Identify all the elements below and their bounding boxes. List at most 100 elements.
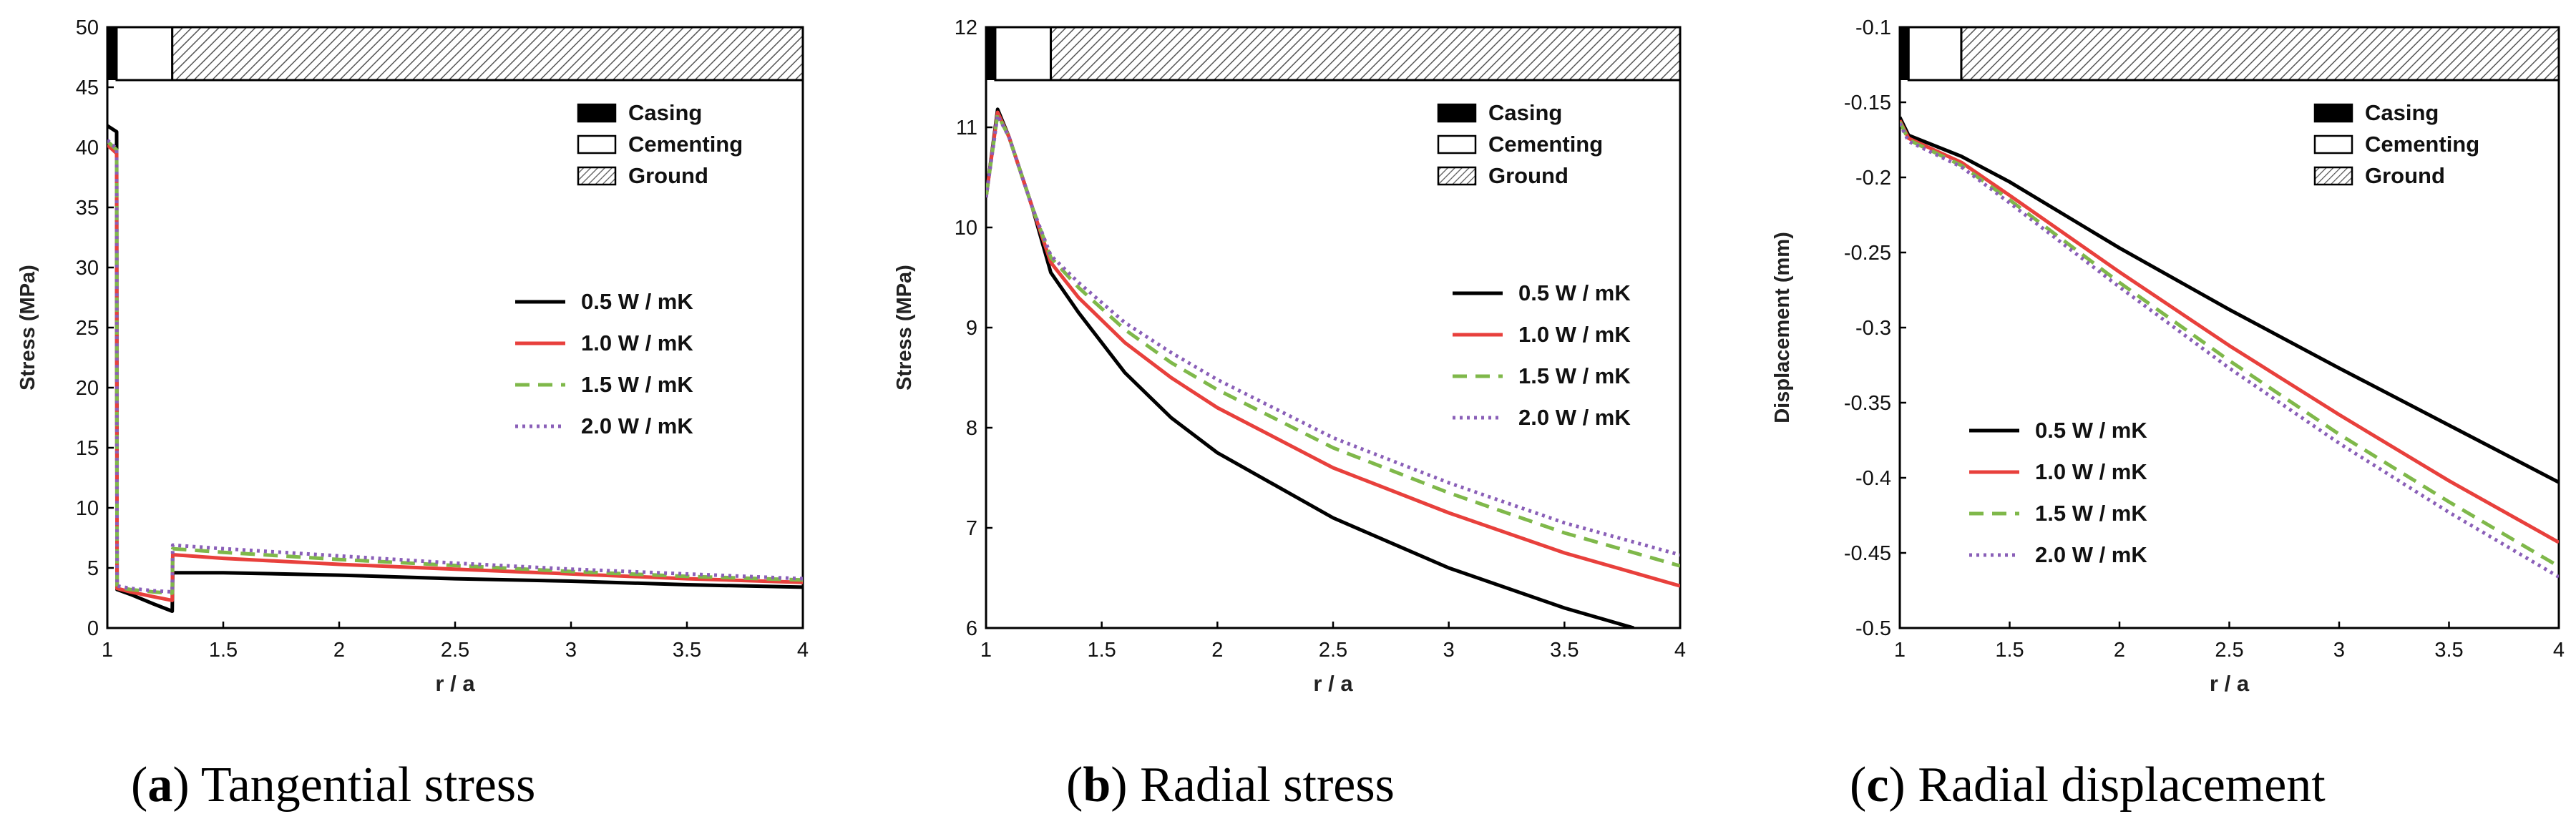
y-tick-label: -0.3 bbox=[1855, 317, 1891, 340]
material-legend-label: Cementing bbox=[1488, 132, 1603, 157]
material-legend-swatch-casing bbox=[2313, 103, 2353, 123]
y-tick-label: -0.2 bbox=[1855, 167, 1891, 190]
y-tick-label: 6 bbox=[966, 617, 977, 640]
y-tick-label: 35 bbox=[76, 197, 99, 220]
series-legend-label: 1.0 W / mK bbox=[1518, 322, 1631, 347]
material-legend-swatch-casing bbox=[577, 103, 617, 123]
y-tick-label: 12 bbox=[955, 16, 977, 39]
x-tick-label: 2 bbox=[333, 639, 345, 662]
x-tick-label: 1.5 bbox=[1088, 639, 1116, 662]
material-band-ground bbox=[1050, 26, 1682, 82]
caption-b-letter: b bbox=[1083, 757, 1111, 813]
caption-b: (b) Radial stress bbox=[1066, 757, 1395, 813]
y-tick-label: -0.5 bbox=[1855, 617, 1891, 640]
y-tick-label: -0.25 bbox=[1844, 242, 1891, 265]
y-tick-label: -0.15 bbox=[1844, 92, 1891, 114]
x-tick-label: 1 bbox=[102, 639, 113, 662]
material-legend-swatch-cementing bbox=[2313, 134, 2353, 154]
series-legend-label: 1.5 W / mK bbox=[581, 372, 693, 397]
material-legend-label: Casing bbox=[628, 100, 702, 125]
y-tick-label: 9 bbox=[966, 317, 977, 340]
y-tick-label: 40 bbox=[76, 137, 99, 160]
y-tick-label: -0.45 bbox=[1844, 542, 1891, 565]
x-tick-label: 4 bbox=[1674, 639, 1686, 662]
material-legend-label: Cementing bbox=[2365, 132, 2479, 157]
series-legend-label: 2.0 W / mK bbox=[581, 413, 693, 438]
material-band-casing bbox=[107, 27, 117, 80]
series-legend-label: 2.0 W / mK bbox=[2035, 542, 2147, 567]
material-legend-label: Cementing bbox=[628, 132, 743, 157]
y-tick-label: 7 bbox=[966, 517, 977, 540]
series-legend-label: 0.5 W / mK bbox=[581, 289, 693, 314]
x-axis-label: r / a bbox=[2210, 671, 2250, 696]
y-tick-label: -0.35 bbox=[1844, 392, 1891, 415]
material-band-casing bbox=[986, 27, 995, 80]
material-legend-label: Casing bbox=[2365, 100, 2439, 125]
x-tick-label: 1 bbox=[1894, 639, 1906, 662]
y-tick-label: 25 bbox=[76, 317, 99, 340]
series-line-2-0 bbox=[986, 113, 1680, 557]
x-tick-label: 3 bbox=[1443, 639, 1455, 662]
caption-a-text: Tangential stress bbox=[201, 757, 535, 813]
x-axis-label: r / a bbox=[1313, 671, 1353, 696]
material-legend-swatch-cementing bbox=[1437, 134, 1477, 154]
series-line-0-5 bbox=[1900, 116, 2559, 484]
x-tick-label: 3 bbox=[565, 639, 577, 662]
series-line-1-0 bbox=[986, 110, 1680, 588]
material-band-cementing bbox=[1907, 26, 1963, 82]
chart-tangential-stress: 0 5 10 15 20 25 30 35 40 45 50 1 1.5 2 2.5 3 3.5 4 r / a St… bbox=[16, 16, 809, 696]
x-tick-label: 2 bbox=[2114, 639, 2125, 662]
series-line-1-5 bbox=[1900, 121, 2559, 569]
x-tick-label: 3 bbox=[2333, 639, 2345, 662]
x-tick-label: 1.5 bbox=[209, 639, 238, 662]
caption-c-text: Radial displacement bbox=[1918, 757, 2326, 813]
y-axis-label: Stress (MPa) bbox=[16, 265, 39, 391]
material-legend-label: Ground bbox=[1488, 163, 1568, 188]
x-tick-label: 2.5 bbox=[1319, 639, 1347, 662]
x-tick-label: 3.5 bbox=[2434, 639, 2463, 662]
series-line-1-5 bbox=[107, 139, 803, 595]
x-axis-label: r / a bbox=[435, 671, 475, 696]
y-tick-label: 8 bbox=[966, 417, 977, 440]
caption-c: (c) Radial displacement bbox=[1850, 757, 2326, 813]
y-tick-label: 0 bbox=[87, 617, 99, 640]
material-legend-swatch-ground bbox=[2313, 166, 2353, 186]
material-legend-swatch-casing bbox=[1437, 103, 1477, 123]
y-tick-label: 15 bbox=[76, 437, 99, 460]
material-legend-label: Ground bbox=[2365, 163, 2445, 188]
x-tick-label: 4 bbox=[797, 639, 809, 662]
chart-radial-stress: 6 7 8 9 10 11 12 1 1.5 2 2.5 3 3.5 4 r / a Stress (MPa)… bbox=[893, 16, 1686, 696]
caption-a: (a) Tangential stress bbox=[131, 757, 535, 813]
material-legend-label: Ground bbox=[628, 163, 708, 188]
material-band-cementing bbox=[115, 26, 174, 82]
x-tick-label: 1.5 bbox=[1995, 639, 2024, 662]
y-tick-label: 30 bbox=[76, 257, 99, 280]
material-band-ground bbox=[171, 26, 804, 82]
material-band-ground bbox=[1960, 26, 2560, 82]
chart-radial-displacement: -0.5 -0.45 -0.4 -0.35 -0.3 -0.25 -0.2 -0.15 -0.1… bbox=[1771, 16, 2565, 696]
x-tick-label: 3.5 bbox=[673, 639, 701, 662]
series-line-1-0 bbox=[1900, 119, 2559, 544]
series-legend-label: 1.0 W / mK bbox=[2035, 459, 2147, 484]
series-legend-label: 1.5 W / mK bbox=[2035, 501, 2147, 526]
series-line-0-5 bbox=[107, 124, 803, 613]
y-tick-label: 45 bbox=[76, 77, 99, 99]
x-tick-label: 2.5 bbox=[441, 639, 469, 662]
y-axis-label: Displacement (mm) bbox=[1771, 232, 1794, 423]
caption-c-letter: c bbox=[1866, 757, 1888, 813]
y-tick-label: 11 bbox=[956, 117, 977, 139]
series-legend-label: 1.5 W / mK bbox=[1518, 363, 1631, 388]
y-tick-label: -0.4 bbox=[1855, 467, 1891, 490]
y-tick-label: 20 bbox=[76, 377, 99, 400]
plot-frame bbox=[1898, 26, 2560, 629]
series-legend-label: 1.0 W / mK bbox=[581, 330, 693, 355]
x-tick-label: 4 bbox=[2553, 639, 2565, 662]
y-axis-label: Stress (MPa) bbox=[893, 265, 916, 391]
series-line-2-0 bbox=[107, 139, 803, 594]
material-legend-swatch-cementing bbox=[577, 134, 617, 154]
series-legend-label: 2.0 W / mK bbox=[1518, 405, 1631, 430]
material-band-casing bbox=[1900, 27, 1909, 80]
series-line-1-0 bbox=[107, 143, 803, 602]
caption-a-letter: a bbox=[147, 757, 172, 813]
